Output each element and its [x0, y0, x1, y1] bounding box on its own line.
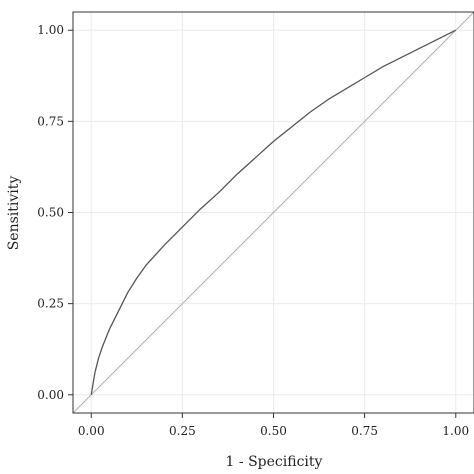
grid-layer: [73, 12, 474, 413]
x-tick-label: 0.00: [78, 424, 105, 438]
y-tick-label: 0.50: [37, 206, 64, 220]
y-tick-label: 1.00: [37, 23, 64, 37]
y-axis-title: Sensitivity: [6, 176, 22, 251]
series-layer: [90, 29, 457, 395]
x-tick-label: 0.75: [351, 424, 378, 438]
roc-curve: [90, 29, 457, 395]
x-tick-label: 1.00: [442, 424, 469, 438]
y-tick-label: 0.25: [37, 297, 64, 311]
x-tick-label: 0.50: [260, 424, 287, 438]
y-tick-label: 0.00: [37, 388, 64, 402]
y-tick-label: 0.75: [37, 114, 64, 128]
reference-diagonal: [72, 11, 474, 414]
reference-layer: [72, 11, 474, 414]
x-tick-label: 0.25: [169, 424, 196, 438]
axis-layer: 0.00 0.25 0.50 0.75 1.00 0.00 0.25 0.50 0.75 1.00: [37, 11, 474, 438]
x-axis-title: 1 - Specificity: [226, 454, 323, 470]
